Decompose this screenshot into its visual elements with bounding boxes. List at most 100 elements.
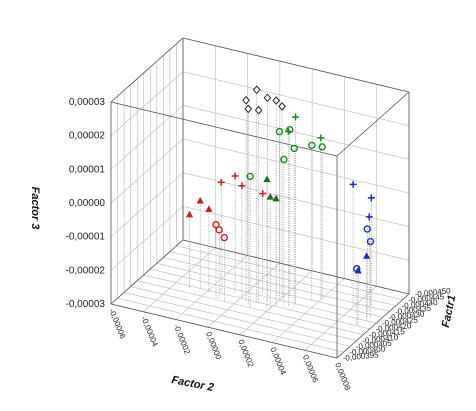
box-edge xyxy=(110,101,338,157)
floor-gridline xyxy=(143,247,216,312)
z-tick-label: -0,00003 xyxy=(66,299,106,310)
data-point-circle xyxy=(246,172,254,181)
floor-gridline xyxy=(304,286,377,351)
left-wall-gridline xyxy=(110,206,184,271)
z-tick-label: 0,00003 xyxy=(69,97,106,108)
z-axis-title: Factor 3 xyxy=(29,187,41,230)
grid-layer xyxy=(110,37,410,359)
data-point-diamond xyxy=(242,95,250,105)
x-tick-label: 0,00006 xyxy=(301,354,320,385)
left-wall-gridline xyxy=(110,105,184,170)
box-edge xyxy=(110,37,184,103)
box-edge xyxy=(336,91,410,157)
floor-gridline xyxy=(272,278,345,343)
x-tick-label: 0,00000 xyxy=(204,331,223,362)
back-wall-gridline xyxy=(182,206,410,261)
y-tick-label: -0,000395 xyxy=(342,350,379,363)
data-point-plus xyxy=(365,213,373,221)
data-point-circle xyxy=(308,141,316,150)
box-edge xyxy=(182,239,410,295)
data-point-circle xyxy=(363,225,371,233)
x-tick-labels: -0,00006 -0,00004 -0,00002 0,00000 0,00002 0,… xyxy=(107,307,352,392)
y-tick-label: -0,000450 xyxy=(414,286,451,299)
left-wall-gridline xyxy=(110,71,184,136)
z-tick-label: 0,00000 xyxy=(69,198,106,209)
z-tick-label: 0,00001 xyxy=(69,164,106,175)
y-tick-label: -0,000430 xyxy=(388,309,425,322)
data-point-plus xyxy=(292,113,300,121)
data-point-plus xyxy=(217,178,225,186)
data-point-plus xyxy=(367,194,375,202)
back-wall-gridline xyxy=(182,71,410,126)
data-point-plus xyxy=(284,127,292,135)
back-wall-gridline xyxy=(182,138,410,194)
floor-gridline xyxy=(169,251,396,306)
data-point-diamond xyxy=(272,96,281,105)
data-point-triangle xyxy=(205,205,213,212)
back-wall-gridline xyxy=(182,172,410,227)
data-point-diamond xyxy=(278,102,286,111)
data-point-plus xyxy=(238,182,246,190)
y-tick-labels: -0,000395-0,000400-0,000405-0,000410-0,0… xyxy=(342,286,451,363)
data-point-triangle xyxy=(185,210,194,218)
data-point-diamond xyxy=(252,85,261,95)
data-point-triangle xyxy=(354,266,362,274)
data-point-circle xyxy=(220,233,229,242)
floor-gridline xyxy=(137,280,364,336)
data-point-diamond xyxy=(263,93,272,103)
data-point-circle xyxy=(212,220,220,229)
data-point-circle xyxy=(318,143,326,151)
back-wall-gridline xyxy=(182,105,410,160)
floor-gridline xyxy=(175,255,248,320)
floor-gridline xyxy=(176,245,403,301)
x-axis-title: Factor 2 xyxy=(170,374,214,394)
y-tick-label: -0,000420 xyxy=(375,321,412,334)
floor-gridline xyxy=(150,268,377,324)
data-point-circle xyxy=(366,237,375,246)
data-point-triangle xyxy=(266,192,274,200)
y-tick-label: -0,000405 xyxy=(355,339,392,352)
x-tick-label: -0,00006 xyxy=(107,307,127,340)
y-tick-label: -0,000415 xyxy=(368,327,405,340)
floor-gridline xyxy=(124,292,351,347)
data-point-circle xyxy=(215,226,223,234)
floor-gridline xyxy=(117,297,344,353)
y-tick-label: -0,000435 xyxy=(395,304,432,317)
data-point-circle xyxy=(286,125,294,134)
left-wall-gridline xyxy=(110,172,184,237)
y-tick-label: -0,000425 xyxy=(382,315,419,328)
z-tick-labels: -0,00003 -0,00002 -0,00001 0,00000 0,00001 0,… xyxy=(66,97,106,310)
data-point-diamond xyxy=(244,104,253,114)
x-tick-label: -0,00002 xyxy=(172,323,192,356)
floor-gridline xyxy=(207,262,281,328)
x-tick-label: 0,00002 xyxy=(236,338,255,369)
box-edge xyxy=(182,37,410,93)
x-tick-label: -0,00004 xyxy=(139,315,159,348)
floor-gridline xyxy=(163,257,390,312)
data-point-triangle xyxy=(196,196,204,204)
data-point-plus xyxy=(231,172,239,180)
y-tick-label: -0,000445 xyxy=(408,292,445,305)
left-wall-gridline xyxy=(110,138,184,204)
y-tick-label: -0,000400 xyxy=(349,344,386,357)
data-point-circle xyxy=(275,127,284,136)
floor-gridline xyxy=(156,262,383,318)
data-point-circle xyxy=(280,155,288,164)
data-point-diamond xyxy=(254,105,263,115)
data-point-circle xyxy=(290,144,298,153)
data-point-triangle xyxy=(263,175,271,182)
y-tick-label: -0,000410 xyxy=(362,333,399,346)
data-point-plus xyxy=(259,190,267,198)
data-point-plus xyxy=(317,134,325,142)
box-edge xyxy=(336,293,410,359)
drop-lines xyxy=(189,89,372,326)
x-tick-label: 0,00008 xyxy=(333,361,352,392)
z-tick-label: -0,00002 xyxy=(66,265,106,276)
data-point-triangle xyxy=(362,252,371,259)
x-tick-label: 0,00004 xyxy=(269,346,288,377)
box-edge xyxy=(110,303,338,359)
z-tick-label: 0,00002 xyxy=(69,131,106,142)
data-point-triangle xyxy=(272,194,280,202)
y-tick-label: -0,000440 xyxy=(401,298,438,311)
